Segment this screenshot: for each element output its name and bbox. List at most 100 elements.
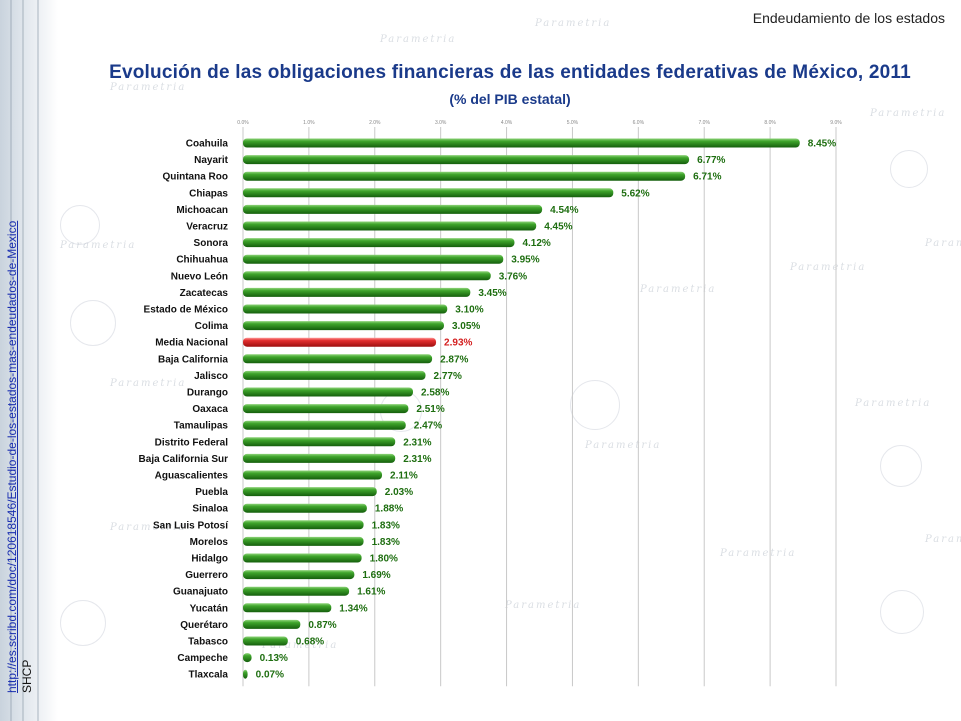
- watermark-text: Parametria: [110, 522, 187, 533]
- bar: [243, 188, 614, 198]
- category-label: Zacatecas: [180, 288, 229, 299]
- value-label: 3.45%: [478, 288, 506, 299]
- value-label: 1.34%: [339, 603, 367, 614]
- value-label: 8.45%: [808, 139, 836, 150]
- value-label: 1.83%: [372, 520, 400, 531]
- category-label: Distrito Federal: [155, 437, 229, 448]
- bar: [243, 553, 362, 563]
- watermark-circle: [60, 205, 100, 245]
- value-label: 6.71%: [693, 172, 721, 183]
- category-label: Sonora: [194, 238, 229, 249]
- watermark-text: Parametria: [585, 440, 662, 451]
- category-label: Veracruz: [186, 222, 228, 233]
- category-label: Michoacan: [176, 205, 228, 216]
- value-label: 3.76%: [499, 271, 527, 282]
- value-label: 6.77%: [697, 155, 725, 166]
- bar: [243, 669, 248, 679]
- value-label: 1.69%: [362, 570, 390, 581]
- category-label: Tamaulipas: [174, 421, 229, 432]
- value-label: 0.68%: [296, 637, 324, 648]
- chart-title: Evolución de las obligaciones financiera…: [109, 62, 911, 83]
- x-tick-label: 6.0%: [633, 120, 645, 126]
- watermark-circle: [880, 590, 924, 634]
- category-label: Jalisco: [194, 371, 228, 382]
- category-label: Baja California Sur: [139, 454, 229, 465]
- bar: [243, 570, 355, 580]
- bar: [243, 254, 504, 264]
- category-label: Nayarit: [194, 155, 229, 166]
- watermark-text: Parametria: [790, 262, 867, 273]
- watermark-circle: [880, 445, 922, 487]
- category-label: Oaxaca: [192, 404, 228, 415]
- bar: [243, 370, 426, 380]
- watermark-text: Parametria: [925, 238, 961, 249]
- section-title: Endeudamiento de los estados: [752, 10, 945, 26]
- x-tick-label: 9.0%: [830, 120, 842, 126]
- watermark-text: Parametria: [262, 640, 339, 651]
- watermark-text: Parametria: [110, 82, 187, 93]
- watermark-circle: [890, 150, 928, 188]
- bar: [243, 304, 448, 314]
- category-label: Colima: [195, 321, 229, 332]
- bar: [243, 354, 433, 364]
- category-label: Estado de México: [144, 305, 228, 316]
- value-label: 1.83%: [372, 537, 400, 548]
- chart-bars: [243, 138, 800, 679]
- category-label: Campeche: [177, 653, 228, 664]
- value-label: 4.54%: [550, 205, 578, 216]
- bar: [243, 503, 367, 513]
- bar: [243, 404, 409, 414]
- strip-line: [22, 0, 24, 721]
- watermark-text: Parametria: [855, 398, 932, 409]
- bar: [243, 420, 406, 430]
- bar: [243, 238, 515, 248]
- strip-line: [10, 0, 12, 721]
- x-tick-label: 0.0%: [237, 120, 249, 126]
- value-label: 2.31%: [403, 437, 431, 448]
- watermark-circle: [70, 300, 116, 346]
- value-labels: 8.45% 6.77% 6.71% 5.62% 4.54% 4.45% 4.12% 3.95%…: [256, 139, 837, 681]
- bar: [243, 520, 364, 530]
- value-label: 2.58%: [421, 388, 449, 399]
- bar: [243, 204, 543, 214]
- value-label: 0.87%: [308, 620, 336, 631]
- bar: [243, 487, 377, 497]
- category-label: Sinaloa: [192, 504, 228, 515]
- value-label: 3.10%: [455, 305, 483, 316]
- chart-subtitle: (% del PIB estatal): [449, 91, 571, 107]
- value-label: 2.87%: [440, 354, 468, 365]
- value-label: 3.95%: [511, 255, 539, 266]
- category-label: Nuevo León: [171, 271, 228, 282]
- watermark-text: Parametria: [870, 108, 947, 119]
- watermark-text: Parametria: [110, 378, 187, 389]
- bar: [243, 586, 350, 596]
- category-label: Coahuila: [186, 139, 229, 150]
- category-labels: Coahuila Nayarit Quintana Roo Chiapas Michoa…: [139, 139, 230, 681]
- watermark-text: Parametria: [380, 34, 457, 45]
- value-label: 2.03%: [385, 487, 413, 498]
- bar: [243, 470, 383, 480]
- category-label: Chiapas: [189, 188, 228, 199]
- category-label: Chihuahua: [176, 255, 228, 266]
- bar: [243, 387, 413, 397]
- watermark-text: Parametria: [535, 18, 612, 29]
- value-label: 2.47%: [414, 421, 442, 432]
- bar: [243, 453, 396, 463]
- value-label: 0.07%: [256, 670, 284, 681]
- category-label: Media Nacional: [155, 338, 228, 349]
- bar: [243, 337, 437, 347]
- bar: [243, 138, 800, 148]
- category-label: Guerrero: [185, 570, 228, 581]
- category-label: Guanajuato: [173, 587, 228, 598]
- bar: [243, 437, 396, 447]
- value-label: 3.05%: [452, 321, 480, 332]
- x-tick-label: 4.0%: [501, 120, 513, 126]
- watermark-circle: [60, 600, 106, 646]
- category-label: Puebla: [195, 487, 228, 498]
- category-label: Yucatán: [190, 603, 228, 614]
- value-label: 1.61%: [357, 587, 385, 598]
- watermark-circle: [570, 380, 620, 430]
- value-label: 2.51%: [416, 404, 444, 415]
- bar: [243, 536, 364, 546]
- value-label: 2.11%: [390, 471, 418, 482]
